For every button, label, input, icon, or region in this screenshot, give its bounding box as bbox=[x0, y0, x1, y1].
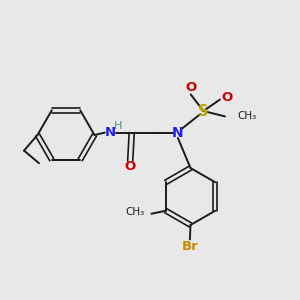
Text: O: O bbox=[185, 81, 196, 94]
Text: O: O bbox=[221, 91, 232, 104]
Text: CH₃: CH₃ bbox=[238, 111, 257, 121]
Text: S: S bbox=[198, 103, 209, 118]
Text: N: N bbox=[104, 126, 116, 139]
Text: N: N bbox=[172, 126, 184, 140]
Text: Br: Br bbox=[182, 240, 199, 253]
Text: H: H bbox=[114, 121, 123, 131]
Text: CH₃: CH₃ bbox=[125, 207, 144, 217]
Text: O: O bbox=[124, 160, 136, 173]
